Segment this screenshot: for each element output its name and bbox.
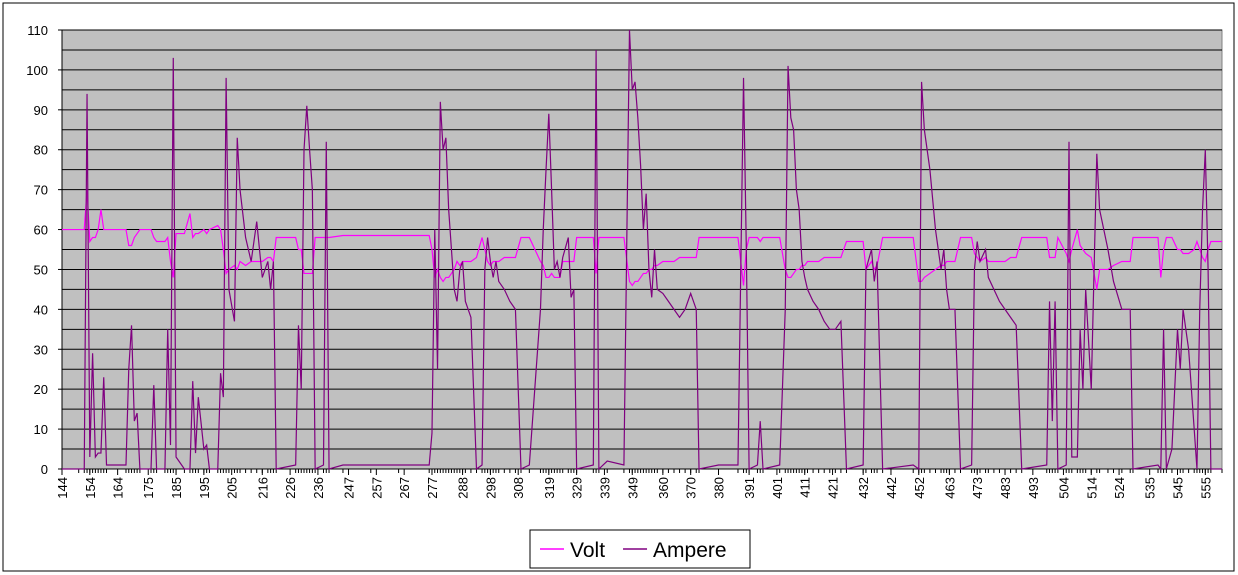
x-tick-label: 298	[483, 477, 498, 499]
x-tick-label: 349	[625, 477, 640, 499]
x-tick-label: 432	[856, 477, 871, 499]
x-tick-label: 144	[55, 477, 70, 499]
x-tick-label: 555	[1198, 477, 1213, 499]
x-tick-label: 267	[397, 477, 412, 499]
x-tick-label: 308	[511, 477, 526, 499]
x-tick-label: 329	[570, 477, 585, 499]
x-tick-label: 319	[542, 477, 557, 499]
x-tick-label: 463	[942, 477, 957, 499]
x-tick-label: 391	[742, 477, 757, 499]
legend: Volt Ampere	[529, 529, 751, 569]
y-tick-label: 60	[34, 223, 48, 238]
y-tick-label: 50	[34, 262, 48, 277]
y-tick-label: 80	[34, 143, 48, 158]
x-tick-label: 473	[970, 477, 985, 499]
y-tick-label: 40	[34, 302, 48, 317]
y-tick-label: 10	[34, 422, 48, 437]
x-tick-label: 545	[1170, 477, 1185, 499]
x-tick-label: 411	[798, 477, 813, 498]
data-line	[62, 189, 1222, 290]
x-tick-label: 154	[83, 477, 98, 499]
y-tick-label: 100	[26, 63, 48, 78]
x-tick-label: 370	[684, 477, 699, 499]
x-tick-label: 452	[912, 477, 927, 499]
x-tick-label: 257	[369, 477, 384, 499]
x-tick-label: 442	[884, 477, 899, 499]
x-tick-label: 339	[597, 477, 612, 499]
x-tick-label: 236	[311, 477, 326, 499]
x-tick-label: 360	[656, 477, 671, 499]
x-tick-label: 535	[1143, 477, 1158, 499]
y-tick-label: 30	[34, 342, 48, 357]
y-tick-label: 20	[34, 382, 48, 397]
x-tick-label: 185	[169, 477, 184, 499]
x-tick-label: 421	[826, 477, 841, 499]
legend-label: Volt	[570, 539, 605, 562]
y-tick-label: 70	[34, 183, 48, 198]
x-tick-label: 195	[197, 477, 212, 499]
x-tick-label: 175	[141, 477, 156, 499]
x-tick-label: 380	[711, 477, 726, 499]
x-tick-label: 164	[111, 477, 126, 499]
x-tick-label: 216	[255, 477, 270, 499]
legend-label: Ampere	[653, 539, 727, 562]
x-tick-label: 277	[425, 477, 440, 499]
x-tick-label: 514	[1084, 477, 1099, 499]
x-tick-label: 401	[770, 477, 785, 499]
x-tick-label: 288	[456, 477, 471, 499]
x-tick-label: 247	[342, 477, 357, 499]
x-tick-label: 226	[283, 477, 298, 499]
x-tick-label: 205	[225, 477, 240, 499]
x-tick-label: 504	[1056, 477, 1071, 499]
y-tick-label: 110	[27, 23, 48, 38]
y-tick-label: 0	[41, 462, 48, 477]
x-tick-label: 493	[1026, 477, 1041, 499]
x-tick-label: 483	[998, 477, 1013, 499]
x-tick-label: 524	[1112, 477, 1127, 499]
data-line	[62, 29, 1222, 471]
y-tick-label: 90	[34, 103, 48, 118]
